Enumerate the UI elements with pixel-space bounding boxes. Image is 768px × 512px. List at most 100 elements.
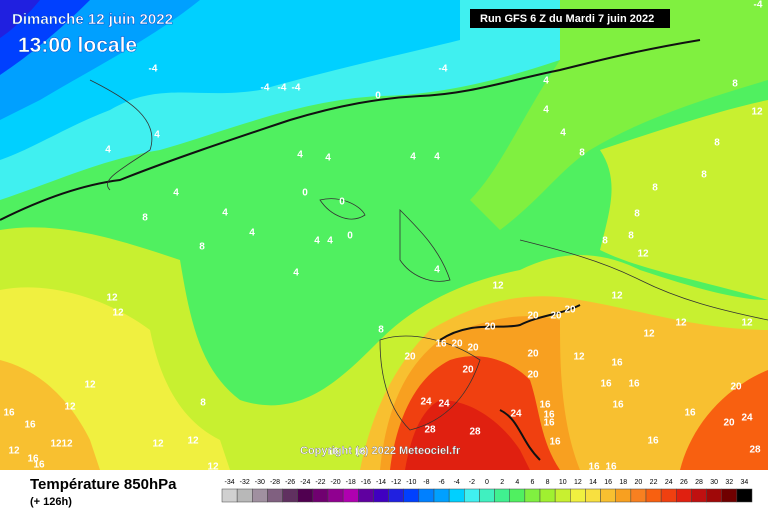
legend-cell xyxy=(448,488,465,503)
legend-cell xyxy=(660,488,677,503)
contour-label: -4 xyxy=(149,64,158,75)
contour-label: 20 xyxy=(527,370,539,381)
legend-cell xyxy=(570,488,586,503)
legend-label: -4 xyxy=(454,479,460,486)
contour-label: 12 xyxy=(637,249,649,260)
legend-label: 32 xyxy=(725,479,733,486)
contour-label: 8 xyxy=(714,138,720,149)
contour-label: 8 xyxy=(199,242,205,253)
contour-label: 16 xyxy=(605,462,617,473)
contour-label: 28 xyxy=(424,425,436,436)
contour-label: 20 xyxy=(564,305,576,316)
contour-label: 4 xyxy=(314,236,320,247)
contour-label: 12 xyxy=(492,281,504,292)
legend-cell xyxy=(676,488,692,503)
legend-cell xyxy=(630,488,647,503)
contour-label: 4 xyxy=(410,152,416,163)
legend-cell xyxy=(297,488,314,503)
legend-cell xyxy=(509,488,526,503)
legend-label: 2 xyxy=(500,479,504,486)
footer-lead: (+ 126h) xyxy=(30,496,72,508)
legend-cell xyxy=(403,488,420,503)
legend-label: -22 xyxy=(315,479,325,486)
contour-label: 16 xyxy=(628,379,640,390)
legend-cell xyxy=(327,488,344,503)
contour-label: 8 xyxy=(732,79,738,90)
legend-label: 26 xyxy=(680,479,688,486)
legend-label: 34 xyxy=(741,479,749,486)
legend-label: -8 xyxy=(423,479,429,486)
legend-cell xyxy=(282,488,298,503)
contour-label: 4 xyxy=(327,236,333,247)
legend-label: -30 xyxy=(255,479,265,486)
contour-label: 4 xyxy=(325,153,331,164)
legend-cell xyxy=(252,488,268,503)
contour-label: 20 xyxy=(527,311,539,322)
contour-label: 20 xyxy=(484,322,496,333)
contour-label: 20 xyxy=(467,343,479,354)
contour-label: 16 xyxy=(435,339,447,350)
legend-cell xyxy=(736,488,753,503)
contour-label: -4 xyxy=(754,0,763,11)
contour-label: 20 xyxy=(723,418,735,429)
legend-cell xyxy=(494,488,510,503)
contour-label: 16 xyxy=(24,420,36,431)
legend-label: -2 xyxy=(469,479,475,486)
legend-cell xyxy=(358,488,374,503)
contour-label: 4 xyxy=(560,128,566,139)
contour-label: -4 xyxy=(439,64,448,75)
contour-label: -4 xyxy=(278,83,287,94)
legend-cell xyxy=(342,488,359,503)
copyright: Copyright (c) 2022 Meteociel.fr xyxy=(300,445,461,457)
legend-label: 12 xyxy=(574,479,582,486)
contour-label: 12 xyxy=(611,291,623,302)
contour-label: 4 xyxy=(293,268,299,279)
contour-label: 12 xyxy=(50,439,62,450)
legend-cell xyxy=(236,488,253,503)
contour-label: 8 xyxy=(628,231,634,242)
contour-label: 16 xyxy=(611,358,623,369)
contour-label: 8 xyxy=(579,148,585,159)
legend-label: -32 xyxy=(240,479,250,486)
contour-label: 0 xyxy=(339,197,345,208)
contour-label: 8 xyxy=(652,183,658,194)
contour-label: 16 xyxy=(543,410,555,421)
contour-label: 12 xyxy=(112,308,124,319)
contour-label: 12 xyxy=(152,439,164,450)
legend-cell xyxy=(221,488,238,503)
contour-label: 12 xyxy=(751,107,763,118)
contour-label: 4 xyxy=(543,76,549,87)
contour-label: -4 xyxy=(261,83,270,94)
contour-label: 12 xyxy=(187,436,199,447)
legend-label: -12 xyxy=(391,479,401,486)
coastlines xyxy=(89,79,768,431)
contour-label: 4 xyxy=(154,130,160,141)
legend-cell xyxy=(721,488,738,503)
footer-title: Température 850hPa xyxy=(30,476,177,493)
forecast-date: Dimanche 12 juin 2022 xyxy=(12,11,173,28)
legend-label: 14 xyxy=(589,479,597,486)
contour-label: 16 xyxy=(549,437,561,448)
legend-label: 28 xyxy=(695,479,703,486)
contour-label: 28 xyxy=(749,445,761,456)
contour-label: 4 xyxy=(434,265,440,276)
contour-label: 16 xyxy=(647,436,659,447)
contour-label: 12 xyxy=(207,462,219,473)
contour-label: 8 xyxy=(634,209,640,220)
legend-label: 20 xyxy=(635,479,643,486)
contour-label: 24 xyxy=(438,399,450,410)
legend-cell xyxy=(433,488,450,503)
contour-label: 16 xyxy=(3,408,15,419)
legend-label: -28 xyxy=(270,479,280,486)
legend-label: 30 xyxy=(710,479,718,486)
contour-label: 12 xyxy=(61,439,73,450)
contour-label: 16 xyxy=(588,462,600,473)
contour-label: 20 xyxy=(730,382,742,393)
contour-label: 12 xyxy=(675,318,687,329)
contour-label: 8 xyxy=(602,236,608,247)
contour-label: 12 xyxy=(8,446,20,457)
contour-label: -4 xyxy=(292,83,301,94)
